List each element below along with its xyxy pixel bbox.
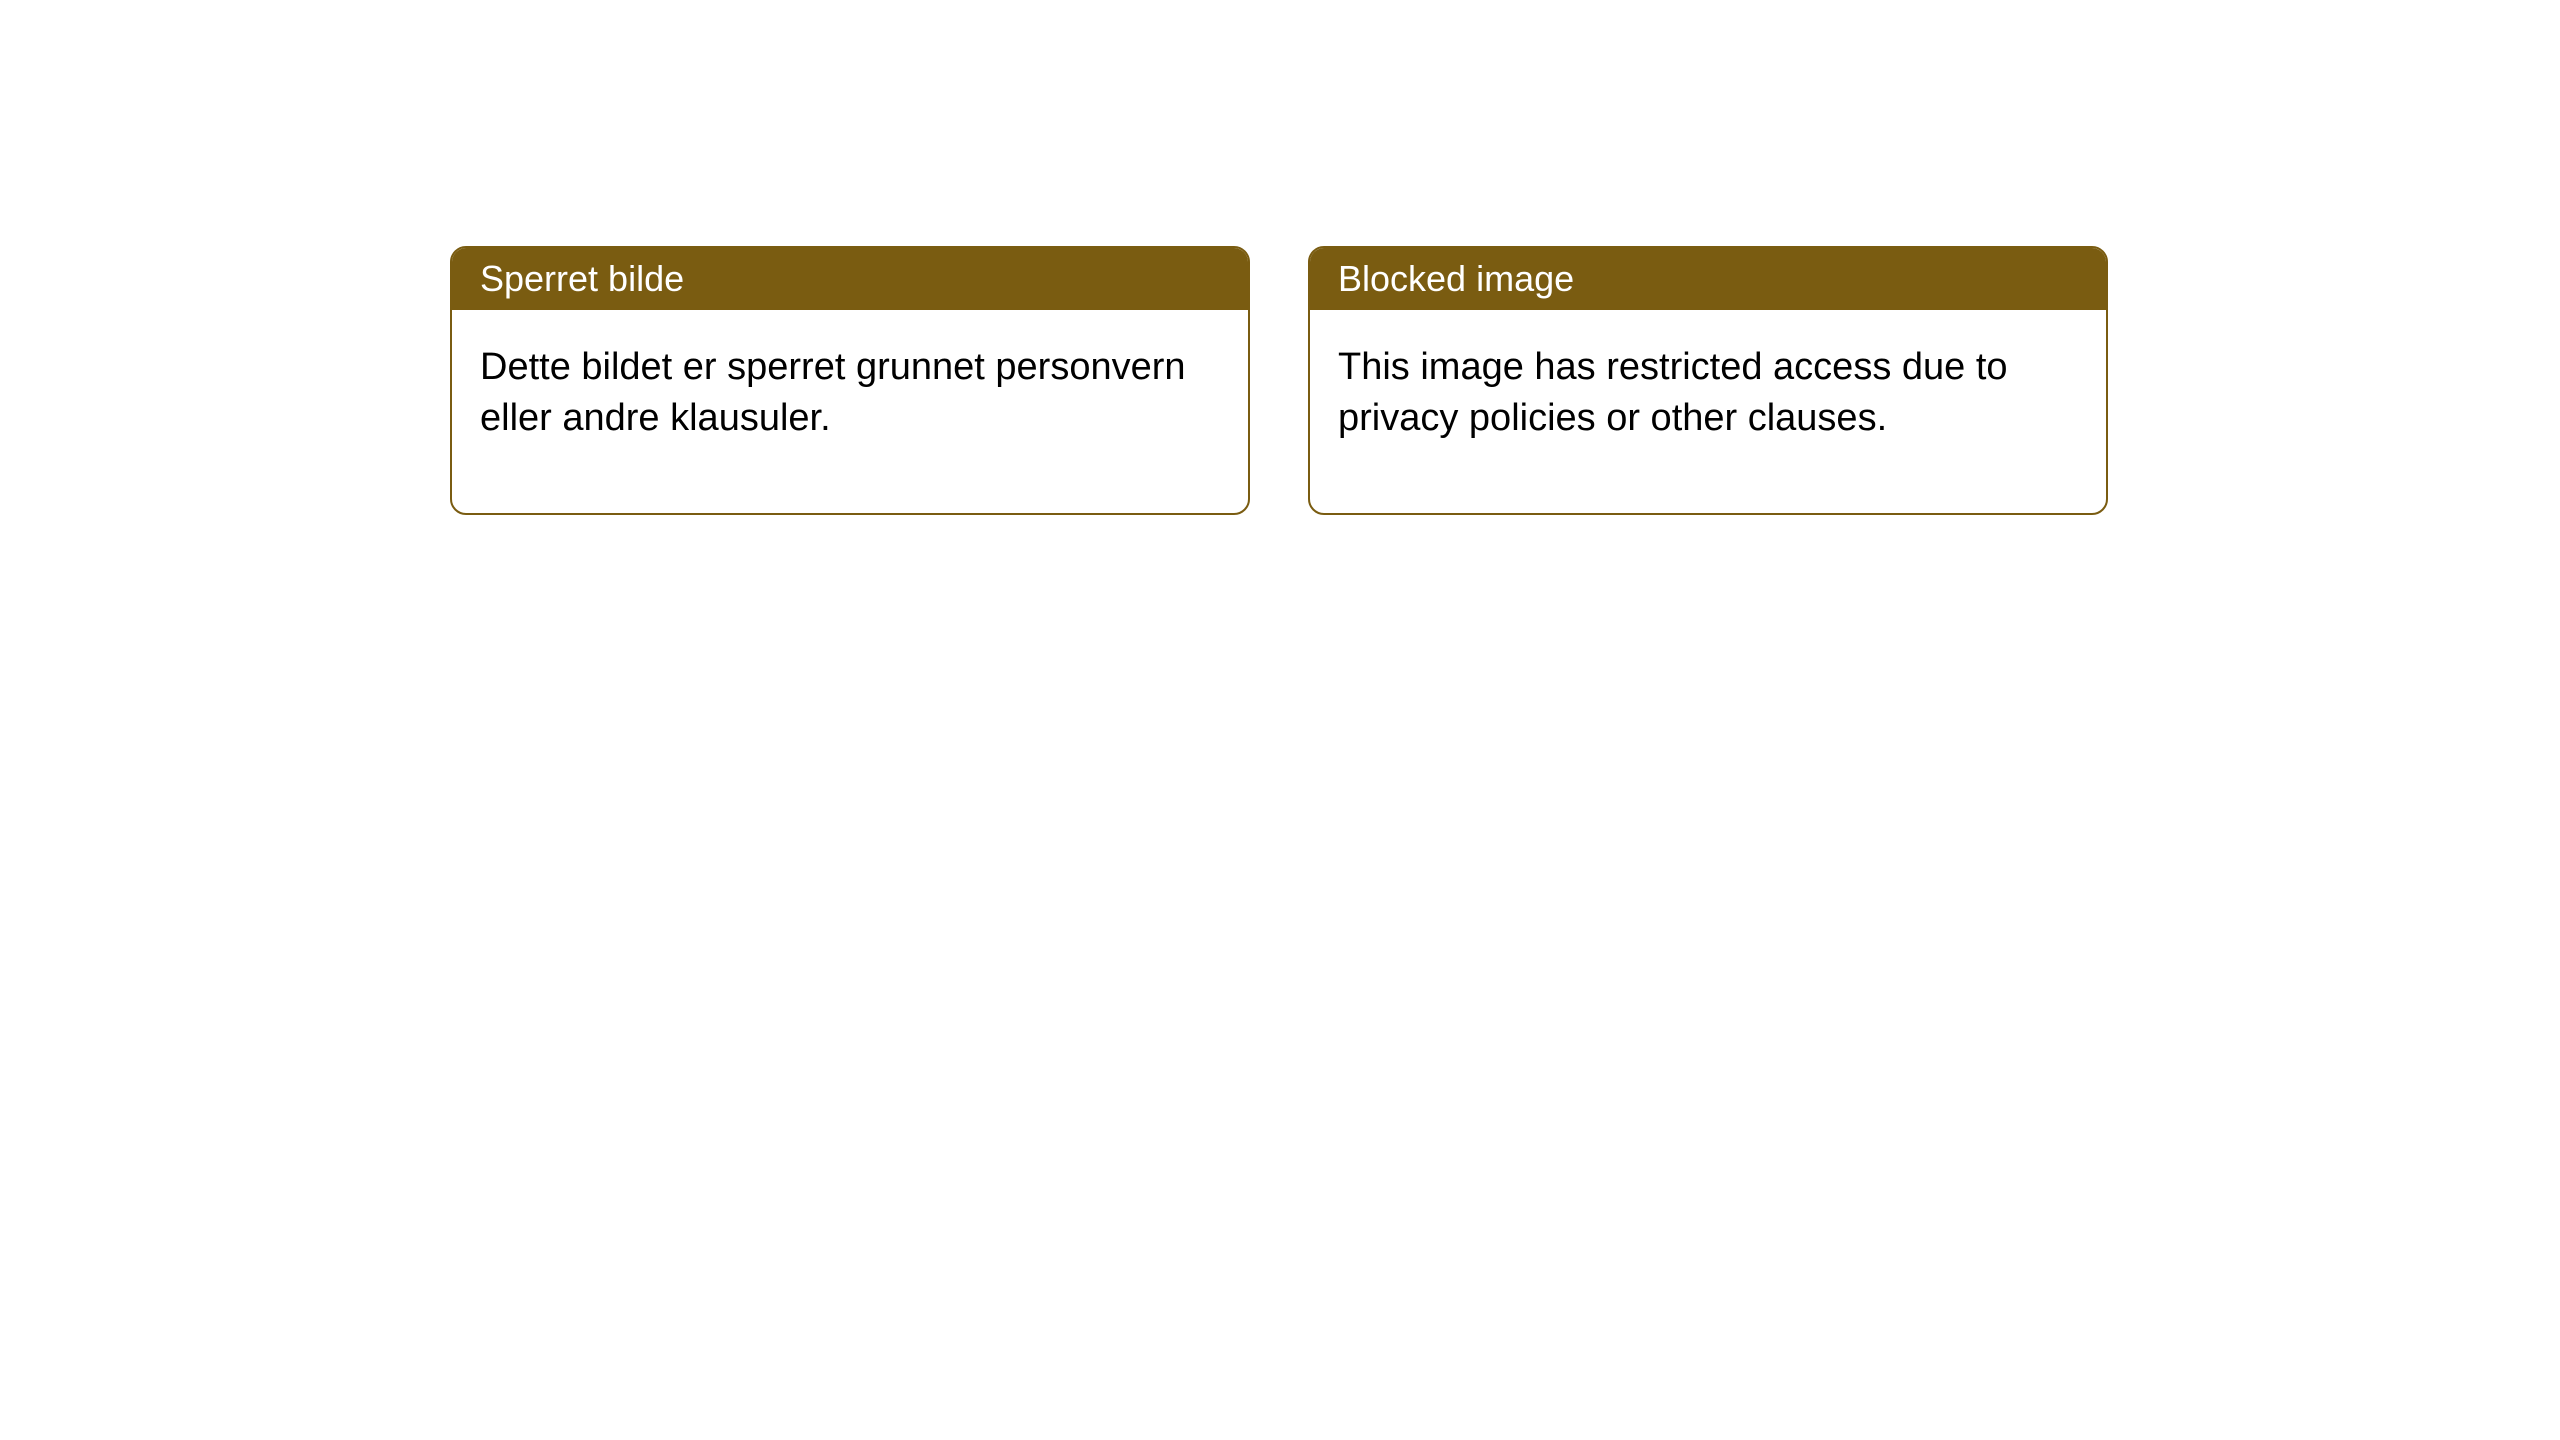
notice-title: Sperret bilde [452, 248, 1248, 310]
notice-card-english: Blocked image This image has restricted … [1308, 246, 2108, 515]
notice-body: This image has restricted access due to … [1310, 310, 2106, 513]
notice-body: Dette bildet er sperret grunnet personve… [452, 310, 1248, 513]
notice-title: Blocked image [1310, 248, 2106, 310]
notice-card-norwegian: Sperret bilde Dette bildet er sperret gr… [450, 246, 1250, 515]
notice-container: Sperret bilde Dette bildet er sperret gr… [450, 246, 2108, 515]
